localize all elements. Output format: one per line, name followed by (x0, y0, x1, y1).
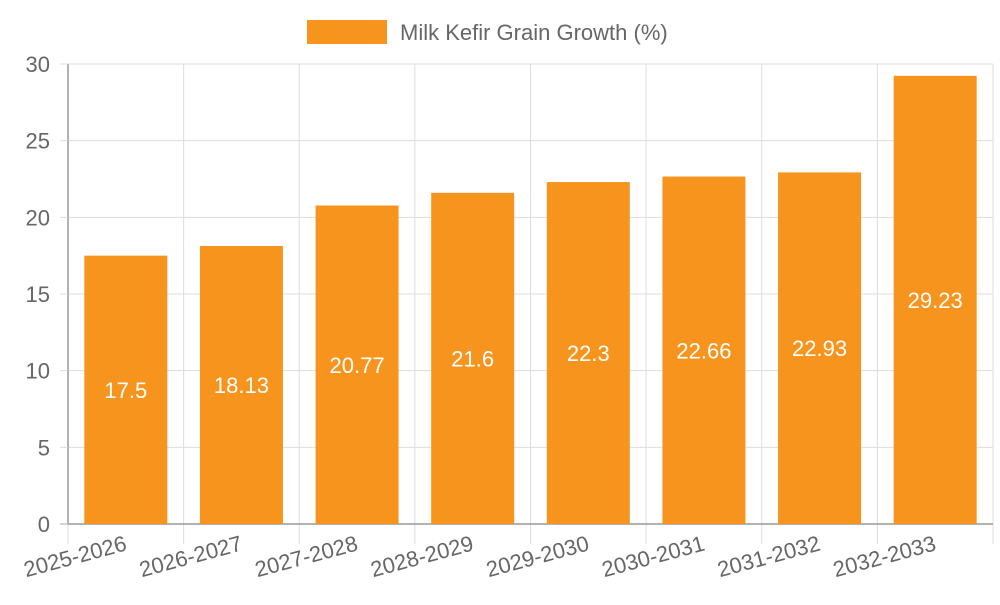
y-tick-label: 20 (26, 205, 50, 230)
y-tick-label: 0 (38, 512, 50, 537)
y-tick-label: 15 (26, 282, 50, 307)
bar-value-label: 21.6 (451, 346, 494, 371)
x-tick-label: 2028-2029 (368, 531, 476, 582)
bars (84, 75, 977, 525)
y-tick-label: 25 (26, 129, 50, 154)
bar-value-label: 22.93 (792, 336, 847, 361)
y-axis-ticks: 0 5 10 15 20 25 30 (26, 52, 68, 537)
bar[interactable] (546, 182, 630, 525)
x-tick-label: 2026-2027 (137, 531, 245, 582)
bar[interactable] (778, 172, 862, 524)
bar-value-label: 22.66 (676, 338, 731, 363)
bar-value-label: 22.3 (567, 341, 610, 366)
x-tick-label: 2027-2028 (252, 531, 360, 582)
bar-value-label: 18.13 (214, 373, 269, 398)
y-tick-label: 30 (26, 52, 50, 77)
bar-value-label: 20.77 (330, 353, 385, 378)
legend[interactable]: Milk Kefir Grain Growth (%) (307, 20, 668, 45)
x-tick-label: 2025-2026 (21, 531, 129, 582)
bar-value-label: 17.5 (104, 378, 147, 403)
x-tick-label: 2030-2031 (599, 531, 707, 582)
x-tick-label: 2029-2030 (484, 531, 592, 582)
bar[interactable] (893, 75, 977, 524)
bar[interactable] (315, 205, 399, 524)
x-tick-label: 2032-2033 (830, 531, 938, 582)
bar-value-label: 29.23 (908, 288, 963, 313)
x-axis-ticks: 2025-2026 2026-2027 2027-2028 2028-2029 2029… (21, 531, 938, 582)
bar[interactable] (662, 176, 746, 524)
bar[interactable] (431, 192, 515, 525)
bar[interactable] (199, 246, 283, 525)
y-tick-label: 10 (26, 359, 50, 384)
x-tick-label: 2031-2032 (715, 531, 823, 582)
value-labels: 17.5 18.13 20.77 21.6 22.3 22.66 22.93 29.23 (104, 288, 962, 403)
bar[interactable] (84, 255, 168, 524)
legend-swatch (307, 20, 387, 44)
y-tick-label: 5 (38, 435, 50, 460)
legend-label: Milk Kefir Grain Growth (%) (400, 20, 668, 45)
